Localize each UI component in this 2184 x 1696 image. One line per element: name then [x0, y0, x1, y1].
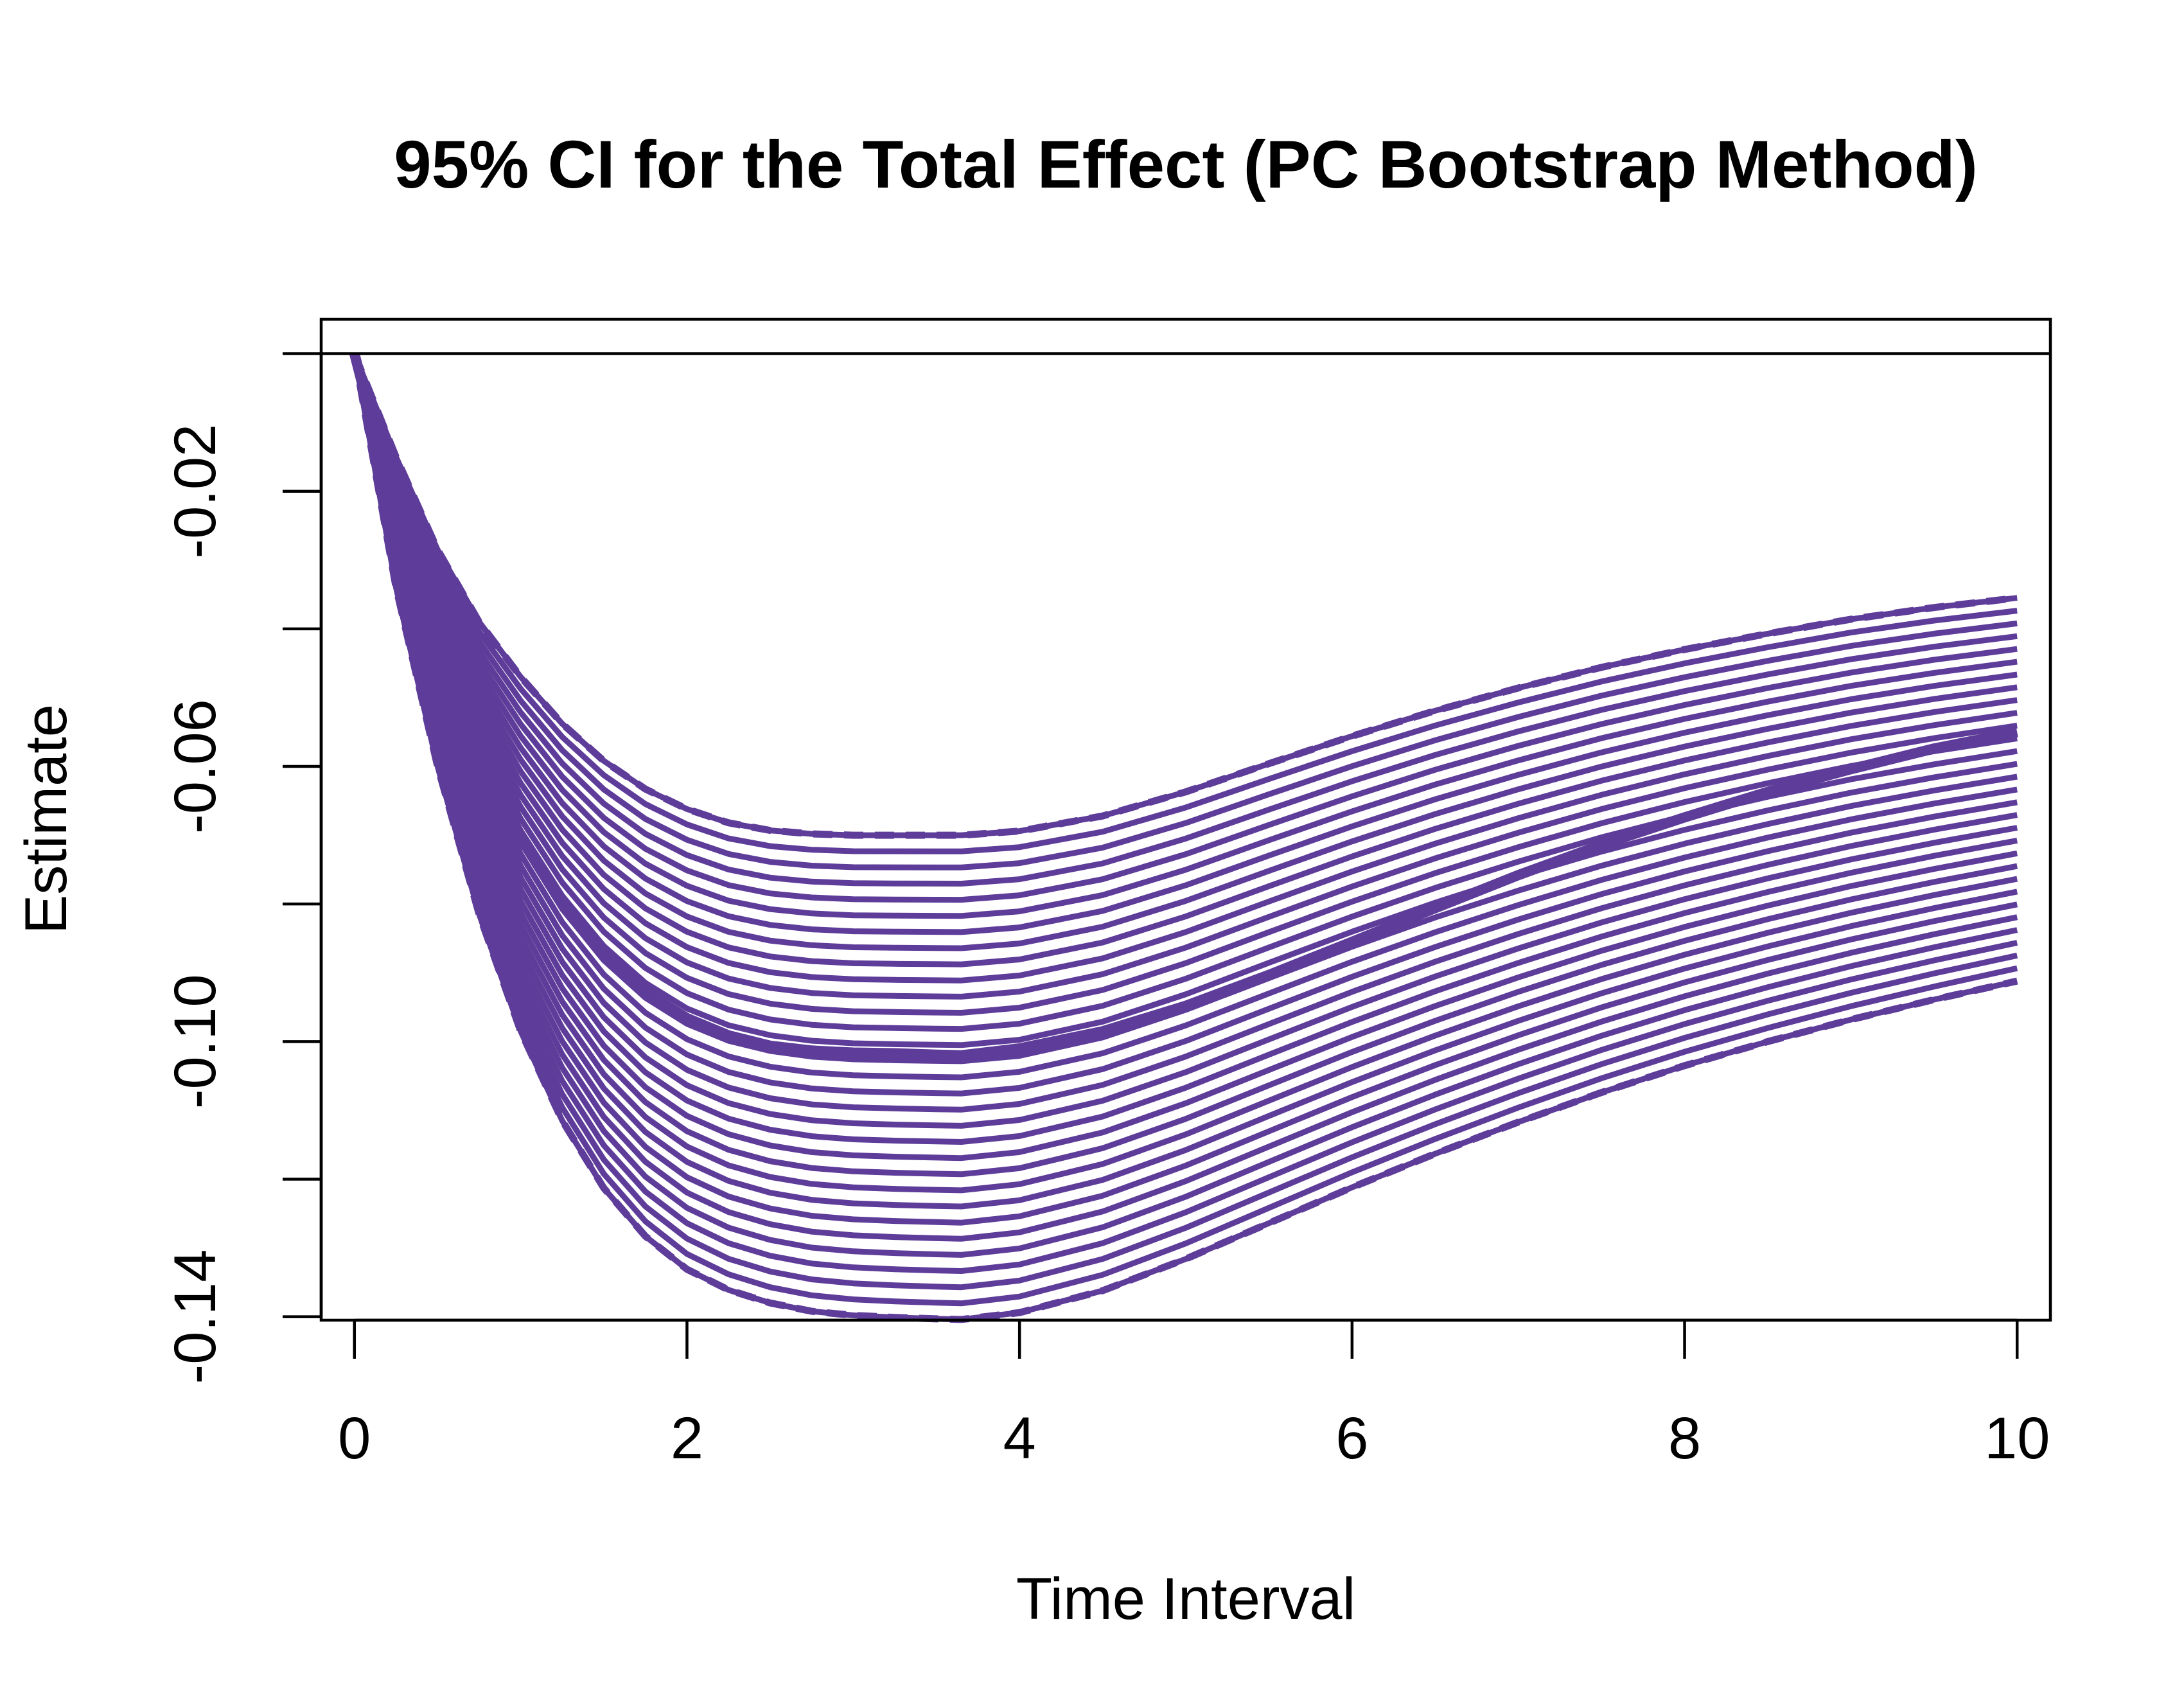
bootstrap-band-line	[351, 352, 2018, 854]
x-tick-label: 10	[1984, 1406, 2050, 1471]
y-tick-label: -0.10	[163, 974, 228, 1109]
bootstrap-band-line	[351, 353, 2018, 1081]
bootstrap-band-line	[351, 353, 2018, 1178]
bootstrap-band-line	[351, 353, 2018, 1258]
bootstrap-band-line	[351, 353, 2018, 1113]
bootstrap-band-line	[351, 353, 2018, 1129]
bootstrap-band-line	[351, 353, 2018, 1210]
bootstrap-band-line	[351, 353, 2018, 984]
x-tick-label: 4	[1003, 1406, 1036, 1471]
bootstrap-band-line	[351, 353, 2018, 935]
bootstrap-band-line	[351, 353, 2018, 903]
bootstrap-band-line	[351, 352, 2018, 838]
bootstrap-band-line	[351, 353, 2018, 1032]
x-tick-label: 2	[671, 1406, 703, 1471]
bootstrap-band-line	[351, 352, 2018, 887]
bootstrap-band-line	[351, 352, 2018, 870]
x-tick-label: 8	[1668, 1406, 1701, 1471]
axes: 0 2 4 6 8 10 -0.02 -0.06 -0.10 -0.14	[163, 317, 2052, 1471]
x-tick-label: 6	[1335, 1406, 1368, 1471]
bootstrap-band-line	[351, 353, 2018, 967]
bootstrap-band-line	[351, 353, 2018, 1307]
chart-title: 95% CI for the Total Effect (PC Bootstra…	[394, 127, 1978, 202]
bootstrap-band-line	[351, 353, 2018, 1291]
bootstrap-band-line	[351, 353, 2018, 919]
x-axis-label: Time Interval	[1016, 1566, 1355, 1632]
bootstrap-band-line	[351, 353, 2018, 1145]
bootstrap-band-line	[351, 353, 2018, 1162]
upper-ci-line	[351, 352, 2018, 839]
point-estimate-line	[349, 352, 2018, 1061]
bootstrap-band-line	[351, 353, 2018, 1097]
plot-area	[321, 352, 2050, 1323]
bootstrap-band-line	[351, 353, 2018, 1242]
y-tick-label: -0.02	[163, 424, 228, 559]
bootstrap-band-line	[351, 353, 2018, 1000]
y-tick-label: -0.14	[163, 1250, 228, 1384]
x-tick-label: 0	[338, 1406, 371, 1471]
bootstrap-band-line	[351, 353, 2018, 951]
bootstrap-band-line	[351, 353, 2018, 1194]
y-tick-label: -0.06	[163, 699, 228, 834]
bootstrap-band-line	[351, 353, 2018, 1226]
y-axis-label: Estimate	[13, 704, 79, 934]
bootstrap-band-line	[351, 353, 2018, 1016]
bootstrap-band-line	[351, 353, 2018, 1274]
